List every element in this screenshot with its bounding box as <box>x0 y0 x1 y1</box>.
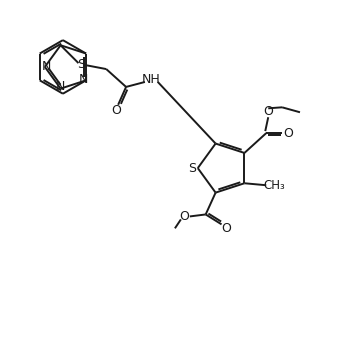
Text: O: O <box>283 127 293 140</box>
Text: N: N <box>42 60 52 73</box>
Text: O: O <box>263 105 273 118</box>
Text: O: O <box>179 210 189 223</box>
Text: S: S <box>188 162 196 175</box>
Text: N: N <box>56 80 65 93</box>
Text: O: O <box>222 222 232 235</box>
Text: O: O <box>111 104 121 117</box>
Text: N: N <box>78 73 88 86</box>
Text: CH₃: CH₃ <box>263 179 285 192</box>
Text: NH: NH <box>142 73 160 86</box>
Text: S: S <box>77 58 86 71</box>
